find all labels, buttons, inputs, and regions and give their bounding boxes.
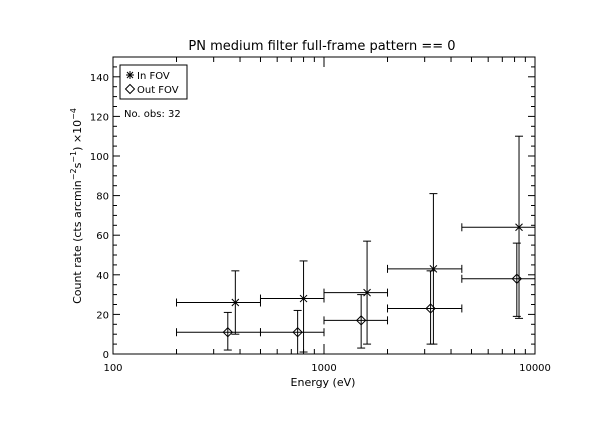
legend: In FOV Out FOV: [119, 64, 188, 100]
y-tick-label: 120: [90, 112, 109, 123]
legend-label-out-fov: Out FOV: [137, 85, 179, 96]
diamond-outline: [292, 327, 303, 338]
point-marker: [292, 327, 303, 338]
x-axis: 100 1000 10000: [103, 57, 551, 374]
point-marker: [355, 315, 367, 326]
chart-title: PN medium filter full-frame pattern == 0: [188, 39, 455, 54]
legend-diamond-icon: [124, 83, 136, 95]
data-point: [461, 242, 536, 317]
cross-stroke: [299, 294, 308, 303]
data-point: [323, 294, 389, 349]
y-axis-label-part3: ) ×10: [71, 120, 84, 151]
y-axis-label-sup1: −2: [69, 168, 78, 180]
y-axis-label-sup3: −4: [69, 108, 78, 120]
x-tick-label: 100: [103, 363, 122, 374]
y-axis: 0 20 40 60 80 100 120 140: [90, 56, 535, 361]
data-point: [176, 270, 261, 335]
y-tick-label: 100: [90, 152, 109, 163]
y-axis-label-part2: s: [71, 162, 84, 168]
x-tick-label: 10000: [519, 363, 551, 374]
point-marker: [511, 273, 523, 284]
cross-stroke: [515, 223, 523, 232]
y-axis-label-sup2: −1: [69, 151, 78, 163]
data-point: [461, 135, 536, 319]
data-point: [387, 270, 463, 345]
cross-stroke: [231, 298, 240, 307]
x-axis-label: Energy (eV): [291, 376, 356, 389]
series-out-fov: [176, 242, 536, 355]
point-marker: [425, 303, 436, 314]
plot-area: 100 1000 10000 0 20 40 60 80 100 120 140: [90, 56, 551, 374]
point-marker: [299, 294, 308, 303]
legend-box: [119, 64, 188, 100]
data-point: [387, 193, 463, 345]
data-marks: [176, 135, 536, 355]
y-tick-label: 140: [90, 73, 109, 84]
y-tick-label: 80: [96, 192, 109, 203]
y-tick-label: 0: [103, 350, 109, 361]
data-point: [259, 309, 325, 355]
y-tick-label: 60: [96, 231, 109, 242]
series-in-fov: [176, 135, 536, 353]
legend-symbols: [124, 71, 136, 95]
y-axis-label-part1: Count rate (cts arcmin: [71, 180, 84, 304]
diamond-outline: [124, 83, 136, 95]
diamond-outline: [511, 273, 523, 284]
diamond-outline: [425, 303, 436, 314]
point-marker: [222, 327, 234, 338]
asterisk-stroke: [126, 71, 134, 79]
y-axis-label: Count rate (cts arcmin−2s−1) ×10−4: [69, 108, 84, 304]
diamond-outline: [355, 315, 367, 326]
point-marker: [231, 298, 240, 307]
legend-asterisk-icon: [126, 71, 134, 79]
x-tick-label: 1000: [311, 363, 336, 374]
y-tick-label: 20: [96, 310, 109, 321]
y-tick-label: 40: [96, 271, 109, 282]
point-marker: [515, 223, 523, 232]
annotation-no-obs: No. obs: 32: [124, 109, 181, 120]
diamond-outline: [222, 327, 234, 338]
data-point: [323, 240, 389, 345]
legend-label-in-fov: In FOV: [137, 71, 170, 82]
